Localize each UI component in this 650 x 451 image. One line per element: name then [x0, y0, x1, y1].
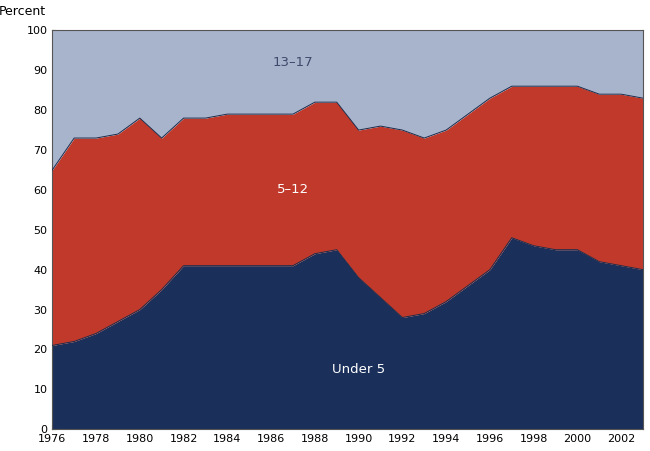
Text: Under 5: Under 5 — [332, 363, 385, 376]
Text: 13–17: 13–17 — [272, 56, 313, 69]
Text: Percent: Percent — [0, 5, 46, 18]
Text: 5–12: 5–12 — [277, 184, 309, 196]
